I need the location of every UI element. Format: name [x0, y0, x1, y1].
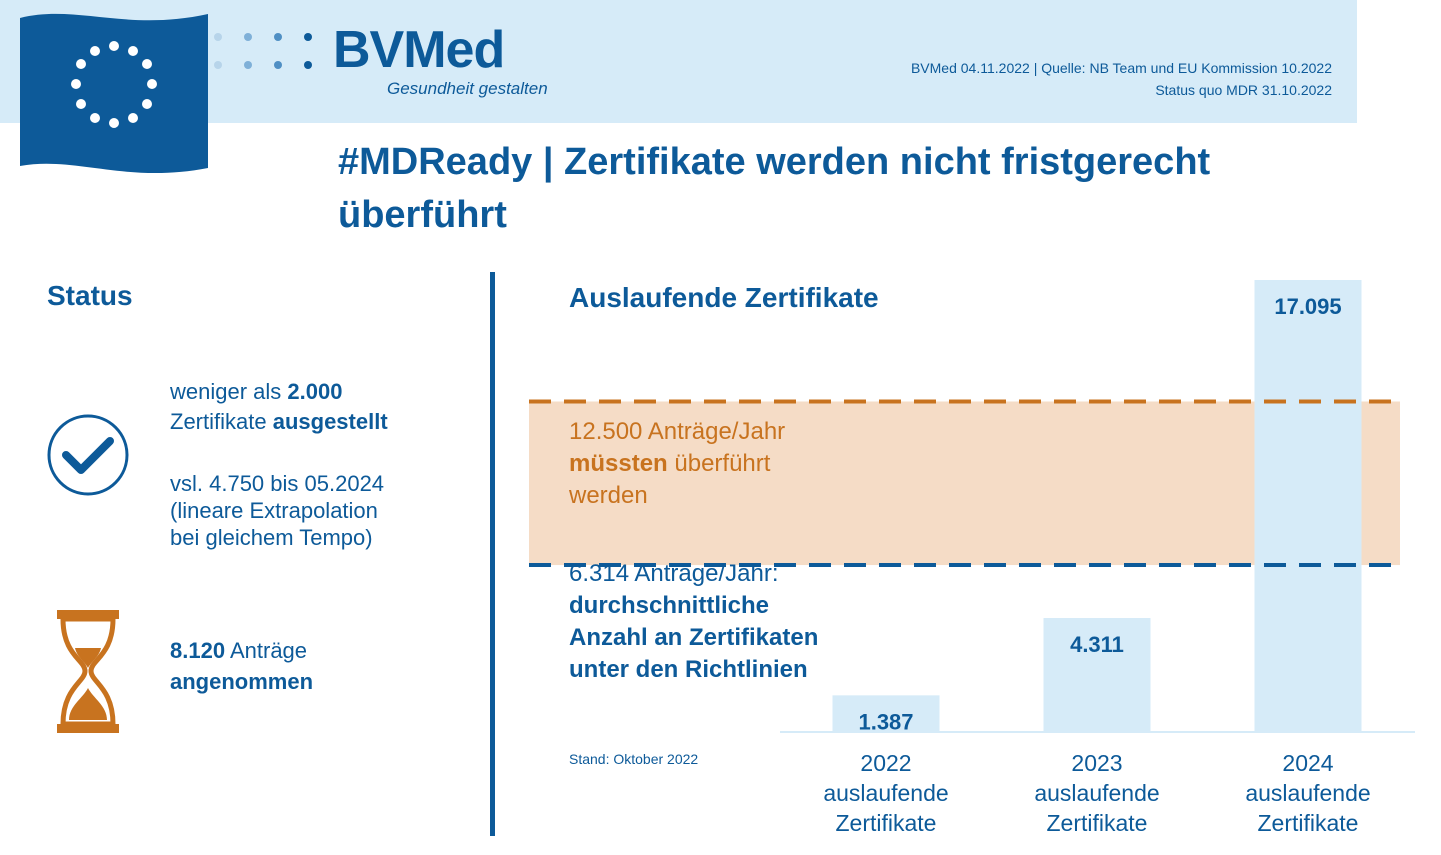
source-line: BVMed 04.11.2022 | Quelle: NB Team und E…	[910, 60, 1332, 76]
forecast-line1: vsl. 4.750 bis 05.2024	[170, 471, 385, 496]
x-tick-label-2023-0: 2023	[1071, 750, 1122, 776]
forecast-line2: (lineare Extrapolation	[170, 498, 378, 523]
applications-line1: 8.120 Anträge	[170, 638, 308, 663]
check-circle-icon	[47, 414, 129, 496]
x-tick-label-2022-2: Zertifikate	[836, 810, 937, 836]
bar-value-label-2023: 4.311	[1070, 632, 1124, 657]
status-heading: Status	[47, 280, 133, 311]
status-date-line: Status quo MDR 31.10.2022	[1155, 82, 1332, 98]
x-tick-label-2022-1: auslaufende	[823, 780, 948, 806]
x-tick-label-2023-2: Zertifikate	[1047, 810, 1148, 836]
eu-flag-logo	[20, 13, 208, 174]
logo-dots-icon	[214, 33, 312, 69]
bar-2022	[832, 695, 940, 732]
bar-2024	[1254, 280, 1362, 732]
chart-footnote: Stand: Oktober 2022	[569, 751, 699, 767]
issued-line2: Zertifikate ausgestellt	[170, 409, 388, 434]
orange-reference-label: 12.500 Anträge/Jahr müssten überführt we…	[569, 418, 786, 509]
x-tick-label-2023-1: auslaufende	[1034, 780, 1159, 806]
applications-line2: angenommen	[170, 669, 314, 694]
x-tick-label-2024-2: Zertifikate	[1258, 810, 1359, 836]
hourglass-icon	[57, 610, 119, 733]
blue-reference-label: 6.314 Anträge/Jahr: durchschnittliche An…	[569, 560, 819, 683]
issued-line1: weniger als 2.000	[170, 379, 343, 404]
page-title: #MDReady | Zertifikate werden nicht fris…	[338, 141, 1211, 236]
bvmed-logo: BVMed	[333, 21, 505, 79]
logo-tagline: Gesundheit gestalten	[387, 79, 548, 98]
section-divider	[490, 272, 495, 836]
bar-value-label-2024: 17.095	[1274, 294, 1341, 319]
chart-title: Auslaufende Zertifikate	[569, 282, 879, 313]
bar-value-label-2022: 1.387	[858, 709, 913, 734]
header-band	[0, 0, 1357, 123]
forecast-line3: bei gleichem Tempo)	[170, 525, 373, 550]
x-tick-label-2022-0: 2022	[860, 750, 911, 776]
bar-2023	[1043, 618, 1151, 732]
x-tick-label-2024-1: auslaufende	[1245, 780, 1370, 806]
x-tick-label-2024-0: 2024	[1282, 750, 1333, 776]
